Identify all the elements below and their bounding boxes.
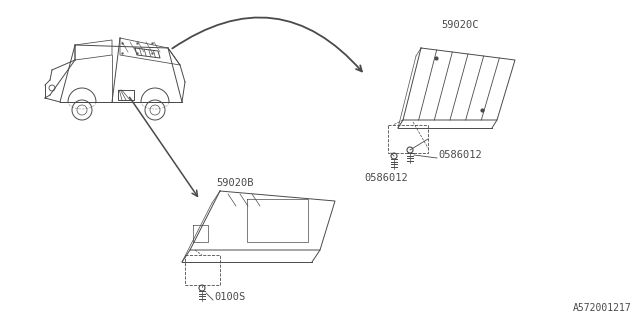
Text: 0586012: 0586012 (364, 173, 408, 183)
Text: A572001217: A572001217 (573, 303, 632, 313)
Text: 59020C: 59020C (441, 20, 479, 30)
Bar (185, 255, 220, 285)
Bar (388, 125, 428, 153)
Text: 59020B: 59020B (216, 178, 253, 188)
Text: 0100S: 0100S (214, 292, 245, 302)
Text: 0586012: 0586012 (438, 150, 482, 160)
